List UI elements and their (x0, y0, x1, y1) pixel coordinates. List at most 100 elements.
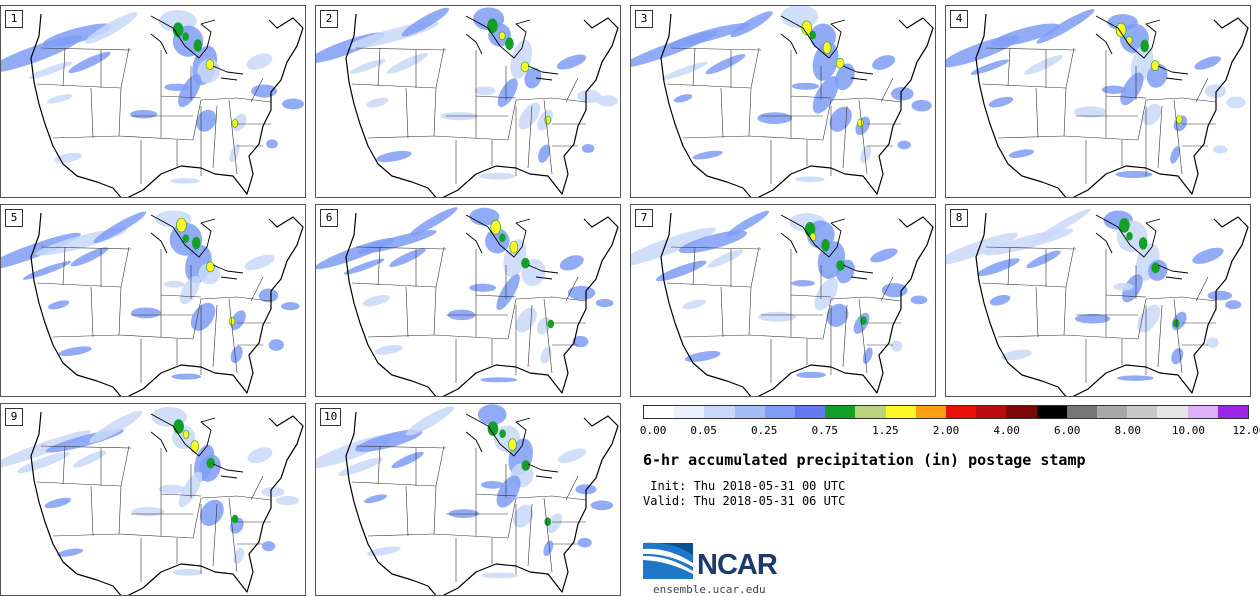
precip-area (170, 178, 200, 184)
colorbar-swatch (1097, 406, 1128, 418)
precip-area (791, 82, 820, 90)
precip-area (409, 207, 458, 236)
heavy-precip-area (1151, 262, 1160, 274)
state-borders (36, 445, 272, 582)
coastline (345, 411, 619, 595)
precip-area (1036, 9, 1095, 44)
heavy-precip-area (1125, 35, 1133, 45)
colorbar-tick-label: 10.00 (1171, 424, 1205, 437)
heavy-precip-area (490, 219, 502, 235)
precip-area (1225, 300, 1242, 310)
precip-area (477, 404, 507, 425)
ensemble-member-panel[interactable]: 6 (315, 204, 621, 397)
precip-map (631, 6, 934, 197)
precip-area (190, 302, 216, 331)
colorbar-swatch (674, 406, 705, 418)
precip-area (70, 247, 109, 267)
heavy-precip-area (509, 240, 519, 254)
colorbar-tick-label: 1.25 (872, 424, 899, 437)
heavy-precip-area (508, 438, 517, 451)
precip-area (518, 102, 541, 130)
precip-area (860, 145, 872, 164)
precip-area (48, 300, 70, 310)
ensemble-member-panel[interactable]: 9 (0, 403, 306, 596)
precip-area (178, 73, 202, 108)
ensemble-member-panel[interactable]: 4 (945, 5, 1251, 198)
precip-area (669, 23, 750, 48)
great-lakes (150, 15, 244, 81)
heavy-precip-area (487, 421, 499, 436)
precip-area (726, 210, 770, 237)
precip-area (826, 303, 849, 327)
coastline (975, 212, 1249, 396)
precip-area (68, 51, 111, 74)
colorbar-swatch (1187, 406, 1218, 418)
colorbar-swatch (764, 406, 796, 418)
ensemble-member-panel[interactable]: 8 (945, 204, 1251, 397)
colorbar-tick-label: 8.00 (1114, 424, 1142, 437)
ensemble-member-panel[interactable]: 1 (0, 5, 306, 198)
precip-area (577, 537, 592, 548)
precip-area (481, 572, 519, 579)
precip-area (595, 298, 614, 308)
precip-area (970, 59, 1010, 75)
precip-map (1, 10, 305, 197)
state-borders (351, 445, 587, 582)
precip-area (171, 373, 202, 380)
precip-map (946, 9, 1249, 197)
precip-area (835, 63, 855, 91)
ensemble-member-panel[interactable]: 3 (630, 5, 936, 198)
precip-area (829, 106, 852, 132)
member-number-label: 5 (5, 209, 23, 227)
heavy-precip-area (860, 316, 867, 325)
colorbar-swatch (946, 406, 977, 418)
coastline (30, 411, 304, 595)
heavy-precip-area (190, 440, 200, 453)
ensemble-member-panel[interactable]: 2 (315, 5, 621, 198)
precip-map (631, 210, 934, 396)
colorbar-swatch (976, 406, 1007, 418)
precip-map (316, 207, 619, 396)
precip-area (890, 340, 903, 352)
precip-area (57, 548, 84, 557)
precip-area (266, 139, 278, 149)
precip-area (631, 227, 716, 267)
precip-area (42, 23, 113, 47)
site-url[interactable]: ensemble.ucar.edu (653, 583, 766, 596)
precip-area (179, 275, 201, 305)
colorbar-tick-label: 0.75 (811, 424, 839, 437)
coastline (345, 13, 619, 197)
precip-map (316, 404, 619, 595)
ensemble-member-panel[interactable]: 5 (0, 204, 306, 397)
precip-area (367, 546, 401, 556)
precip-area (17, 451, 70, 473)
precip-area (1008, 149, 1035, 158)
precip-area (164, 83, 189, 91)
member-number-label: 1 (5, 10, 23, 28)
precip-area (261, 486, 285, 497)
colorbar-tick-label: 6.00 (1053, 424, 1081, 437)
precip-area (1137, 304, 1161, 333)
valid-time: Valid: Thu 2018-05-31 06 UTC (643, 494, 846, 508)
colorbar-tick-label: 0.05 (690, 424, 717, 437)
precip-area (1026, 250, 1061, 269)
precip-area (343, 258, 385, 275)
ensemble-member-panel[interactable]: 10 (315, 403, 621, 596)
precip-area (262, 541, 276, 552)
ensemble-member-panel[interactable]: 7 (630, 204, 936, 397)
precip-area (1207, 290, 1232, 301)
precip-area (391, 451, 424, 469)
precip-area (946, 232, 1019, 266)
precip-area (890, 87, 914, 101)
precip-area (1226, 96, 1246, 109)
precip-area (758, 311, 796, 322)
precip-area (366, 97, 389, 108)
precip-area (364, 494, 388, 504)
precip-area (85, 12, 138, 44)
colorbar-swatch (885, 406, 916, 418)
precip-area (158, 484, 186, 494)
precip-area (910, 295, 928, 305)
heavy-precip-area (182, 430, 190, 439)
precip-area (163, 280, 185, 288)
heavy-precip-area (835, 57, 845, 69)
